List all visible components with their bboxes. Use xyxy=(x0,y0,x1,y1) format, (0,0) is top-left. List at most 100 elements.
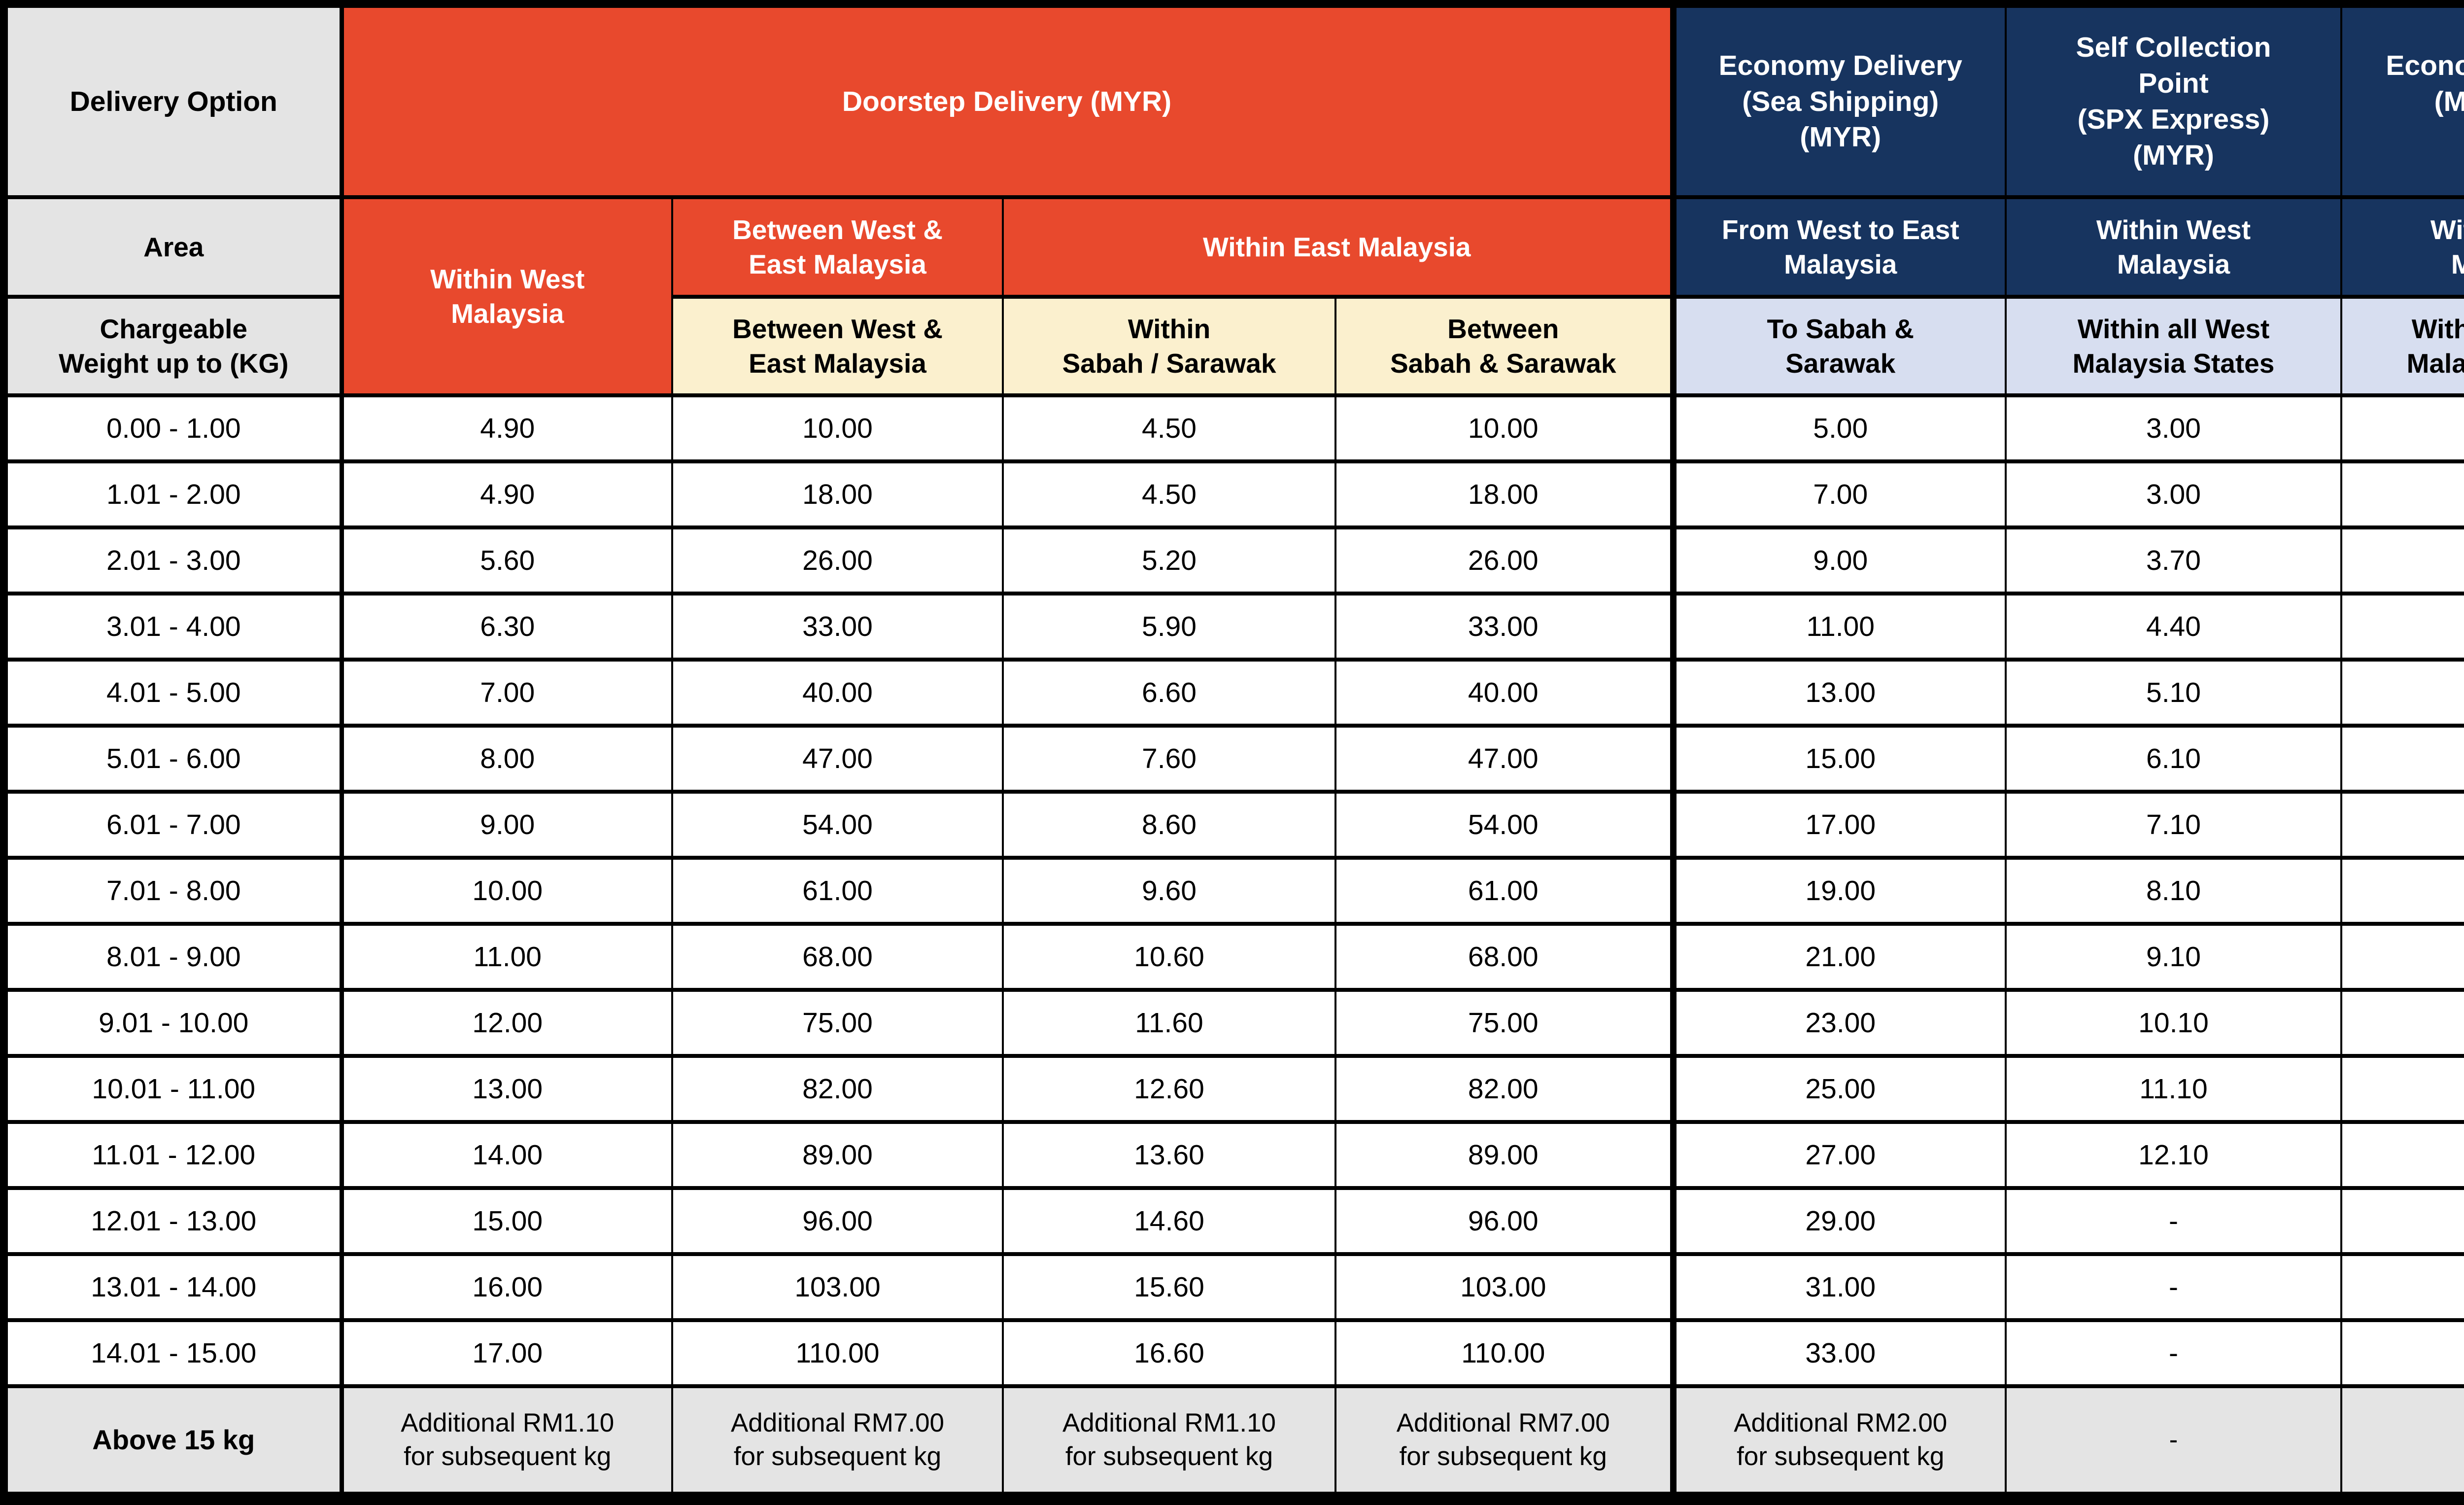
rate-cell: 54.00 xyxy=(671,790,1004,860)
rate-cell: 27.00 xyxy=(1670,1120,2007,1190)
rate-cell: - xyxy=(2340,1054,2464,1124)
header-area-within-east-malaysia: Within East Malaysia xyxy=(1002,195,1674,299)
rate-cell: 13.60 xyxy=(1002,1120,1336,1190)
rate-cell: 10.10 xyxy=(2005,988,2342,1058)
table-row: 10.01 - 11.00 13.00 82.00 12.60 82.00 25.00 11… xyxy=(0,1054,2464,1124)
rate-cell: 17.00 xyxy=(341,1318,673,1388)
weight-range-cell: 7.01 - 8.00 xyxy=(0,856,344,926)
header-area-mail-within-west: Within West Malaysia xyxy=(2340,195,2464,299)
rate-cell: 40.00 xyxy=(671,658,1004,728)
rate-cell: 7.10 xyxy=(2005,790,2342,860)
rate-cell: 4.40 xyxy=(2005,592,2342,662)
header-area-from-west-to-east: From West to East Malaysia xyxy=(1670,195,2007,299)
rate-cell: 4.90 xyxy=(341,393,673,463)
rate-cell: - xyxy=(2340,592,2464,662)
surcharge-cell: Additional RM1.10 for subsequent kg xyxy=(1002,1384,1336,1492)
rate-cell: 40.00 xyxy=(1335,658,1674,728)
rate-cell: 29.00 xyxy=(1670,1186,2007,1256)
header-area-spx-within-west: Within West Malaysia xyxy=(2005,195,2342,299)
rate-cell: 13.00 xyxy=(341,1054,673,1124)
rate-cell: - xyxy=(2340,1318,2464,1388)
footer-row-above-15kg: Above 15 kg Additional RM1.10 for subseq… xyxy=(0,1384,2464,1492)
rate-cell: 13.00 xyxy=(1670,658,2007,728)
table-row: 11.01 - 12.00 14.00 89.00 13.60 89.00 27.00 12… xyxy=(0,1120,2464,1190)
rate-cell: 11.00 xyxy=(1670,592,2007,662)
subheader-between-sabah-sarawak: Between Sabah & Sarawak xyxy=(1335,295,1674,397)
rate-cell: 5.00 xyxy=(1670,393,2007,463)
header-economy-sea-shipping: Economy Delivery (Sea Shipping) (MYR) xyxy=(1670,0,2007,199)
rate-cell: 75.00 xyxy=(1335,988,1674,1058)
rate-cell: 96.00 xyxy=(1335,1186,1674,1256)
subheader-mail-all-west-states: Within all West Malaysia States xyxy=(2340,295,2464,397)
rate-cell: 9.00 xyxy=(341,790,673,860)
rate-cell: - xyxy=(2340,724,2464,794)
header-self-collection-point: Self Collection Point (SPX Express) (MYR… xyxy=(2005,0,2342,199)
rate-cell: 8.60 xyxy=(1002,790,1336,860)
weight-range-cell: 5.01 - 6.00 xyxy=(0,724,344,794)
rate-cell: 26.00 xyxy=(671,525,1004,595)
rate-cell: 103.00 xyxy=(1335,1252,1674,1322)
rate-cell: 8.00 xyxy=(341,724,673,794)
rate-cell: 54.00 xyxy=(1335,790,1674,860)
rate-cell: 96.00 xyxy=(671,1186,1004,1256)
header-area-within-west-malaysia: Within West Malaysia xyxy=(341,195,673,397)
weight-range-cell: 1.01 - 2.00 xyxy=(0,459,344,529)
rate-cell: - xyxy=(2340,525,2464,595)
weight-range-cell: 8.01 - 9.00 xyxy=(0,922,344,992)
table-row: 9.01 - 10.00 12.00 75.00 11.60 75.00 23.00 10.… xyxy=(0,988,2464,1058)
header-delivery-option: Delivery Option xyxy=(0,0,344,199)
surcharge-cell: Additional RM7.00 for subsequent kg xyxy=(1335,1384,1674,1492)
rate-rows: 0.00 - 1.004.9010.004.5010.005.003.003.6… xyxy=(0,393,2464,1388)
table-row: 0.00 - 1.004.9010.004.5010.005.003.003.6… xyxy=(0,393,2464,463)
rate-cell: 10.60 xyxy=(1002,922,1336,992)
weight-range-cell: 10.01 - 11.00 xyxy=(0,1054,344,1124)
rate-cell: 12.10 xyxy=(2005,1120,2342,1190)
table-row: 1.01 - 2.004.9018.004.5018.007.003.003.6… xyxy=(0,459,2464,529)
rate-cell: 5.20 xyxy=(1002,525,1336,595)
rate-cell: - xyxy=(2340,790,2464,860)
rate-cell: 61.00 xyxy=(671,856,1004,926)
rate-cell: 110.00 xyxy=(1335,1318,1674,1388)
weight-range-cell: 9.01 - 10.00 xyxy=(0,988,344,1058)
above-15kg-label: Above 15 kg xyxy=(0,1384,344,1492)
rate-cell: 89.00 xyxy=(1335,1120,1674,1190)
table-row: 8.01 - 9.00 11.00 68.00 10.60 68.00 21.00 9.10… xyxy=(0,922,2464,992)
header-row-subarea: Chargeable Weight up to (KG) Between Wes… xyxy=(0,295,2464,397)
rate-cell: 3.70 xyxy=(2005,525,2342,595)
rate-cell: 16.60 xyxy=(1002,1318,1336,1388)
rate-cell: 15.00 xyxy=(1670,724,2007,794)
rate-cell: 103.00 xyxy=(671,1252,1004,1322)
rate-cell: 12.60 xyxy=(1002,1054,1336,1124)
rate-cell: 11.10 xyxy=(2005,1054,2342,1124)
rate-cell: 7.00 xyxy=(341,658,673,728)
rate-cell: - xyxy=(2005,1318,2342,1388)
rate-cell: 17.00 xyxy=(1670,790,2007,860)
rate-cell: 9.60 xyxy=(1002,856,1336,926)
rate-cell: 4.50 xyxy=(1002,393,1336,463)
rate-cell: 21.00 xyxy=(1670,922,2007,992)
rate-cell: 9.10 xyxy=(2005,922,2342,992)
surcharge-cell: - xyxy=(2005,1384,2342,1492)
subheader-between-west-east: Between West & East Malaysia xyxy=(671,295,1004,397)
rate-cell: 25.00 xyxy=(1670,1054,2007,1124)
rate-cell: 14.00 xyxy=(341,1120,673,1190)
header-area-between-west-east: Between West & East Malaysia xyxy=(671,195,1004,299)
rate-cell: 8.10 xyxy=(2005,856,2342,926)
rate-cell: 68.00 xyxy=(671,922,1004,992)
rate-cell: 5.90 xyxy=(1002,592,1336,662)
rate-cell: 6.60 xyxy=(1002,658,1336,728)
rate-cell: 16.00 xyxy=(341,1252,673,1322)
rate-cell: 61.00 xyxy=(1335,856,1674,926)
rate-cell: - xyxy=(2340,1186,2464,1256)
rate-cell: - xyxy=(2340,658,2464,728)
table-row: 13.01 - 14.00 16.00 103.00 15.60 103.00 31.00… xyxy=(0,1252,2464,1322)
weight-range-cell: 4.01 - 5.00 xyxy=(0,658,344,728)
rate-cell: 14.60 xyxy=(1002,1186,1336,1256)
